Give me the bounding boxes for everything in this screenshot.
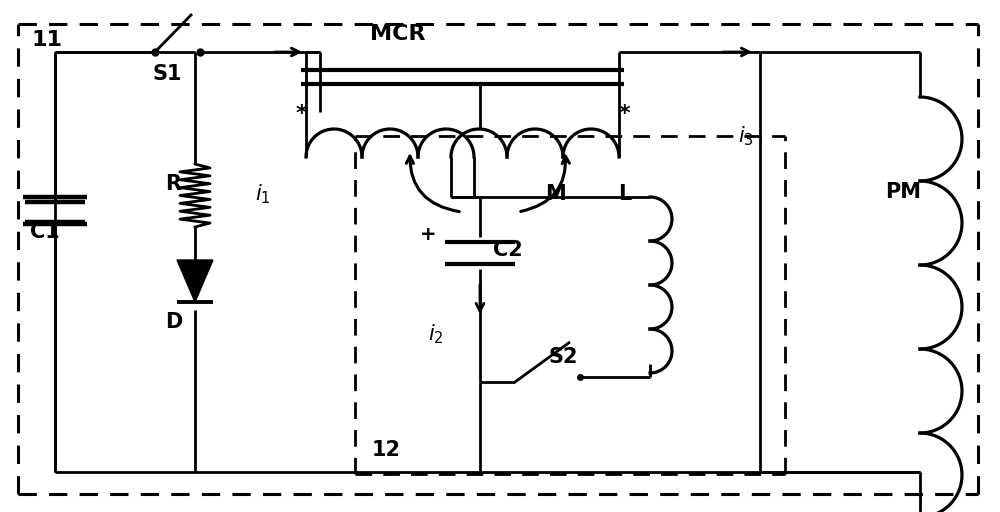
Text: C1: C1 bbox=[30, 222, 60, 242]
Text: D: D bbox=[165, 312, 182, 332]
Polygon shape bbox=[177, 260, 213, 302]
Text: L: L bbox=[618, 184, 631, 204]
Text: S1: S1 bbox=[152, 64, 182, 84]
Text: S2: S2 bbox=[548, 347, 578, 367]
Text: 12: 12 bbox=[372, 440, 401, 460]
Text: $i_3$: $i_3$ bbox=[738, 124, 754, 147]
Text: 11: 11 bbox=[32, 30, 63, 50]
Text: *: * bbox=[618, 104, 630, 124]
Text: M: M bbox=[545, 184, 566, 204]
Text: $i_1$: $i_1$ bbox=[255, 182, 271, 206]
Text: MCR: MCR bbox=[370, 24, 426, 44]
Text: *: * bbox=[295, 104, 307, 124]
Text: $i_2$: $i_2$ bbox=[428, 322, 444, 346]
Text: C2: C2 bbox=[493, 240, 523, 260]
Text: +: + bbox=[420, 224, 436, 244]
Text: R: R bbox=[165, 174, 181, 194]
Text: PM: PM bbox=[885, 182, 921, 202]
